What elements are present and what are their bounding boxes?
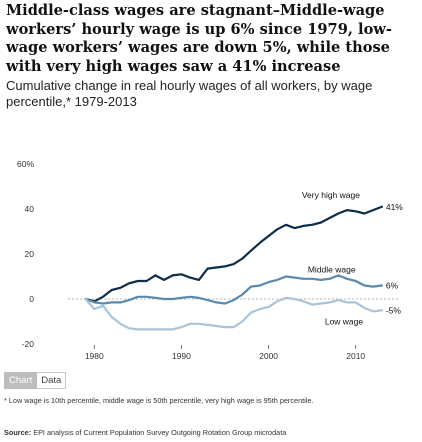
tab-chart[interactable]: Chart [4,372,38,389]
chart-title: Middle-class wages are stagnant–Middle-w… [6,2,392,75]
y-tick-label: 60% [17,159,34,169]
x-tick-label: 1990 [172,351,191,361]
footnote: * Low wage is 10th percentile, middle wa… [4,396,314,405]
view-tabs: Chart Data [4,372,67,389]
series-line-low-wage [84,296,383,331]
y-tick-label: 40 [25,204,35,214]
series-label-very-high-wage: Very high wage [302,190,360,200]
source-note: Source: EPI analysis of Current Populati… [4,428,418,437]
x-tick-label: 2000 [259,351,278,361]
series-line-middle-wage [84,274,383,305]
line-chart: 60% 40 20 0 -20 1980 1990 2000 2010 Very high wag… [17,159,403,361]
series-end-label-very-high-wage: 41% [386,202,403,212]
series-end-label-low-wage: -5% [386,305,402,315]
y-tick-label: -20 [22,339,35,349]
source-text: EPI analysis of Current Population Surve… [31,428,287,437]
y-tick-label: 0 [29,294,34,304]
series-label-low-wage: Low wage [325,316,364,326]
series-line-very-high-wage [84,205,383,303]
series-end-label-middle-wage: 6% [386,281,399,291]
source-label: Source: [4,428,32,437]
tab-data[interactable]: Data [37,372,67,389]
x-tick-label: 1980 [85,351,104,361]
chart-subtitle: Cumulative change in real hourly wages o… [6,78,373,109]
y-tick-label: 20 [25,249,35,259]
x-tick-label: 2010 [346,351,365,361]
series-label-middle-wage: Middle wage [308,265,356,275]
